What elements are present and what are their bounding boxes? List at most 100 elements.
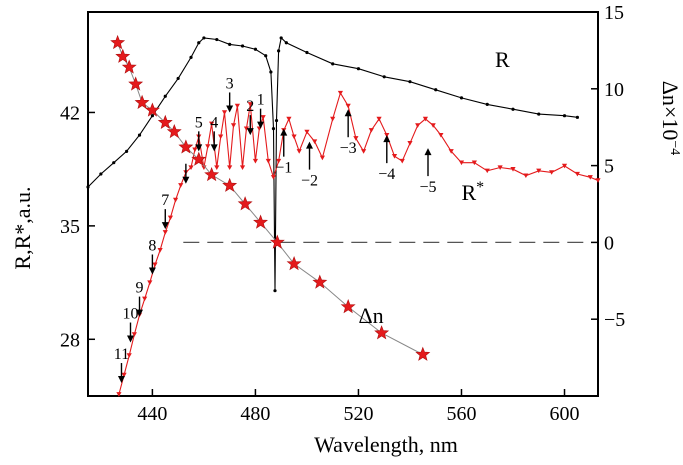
- annotation-label: −3: [340, 140, 357, 157]
- data-point: [115, 48, 131, 63]
- annotation-label: −1: [275, 160, 292, 177]
- data-point: [121, 59, 137, 74]
- plot-frame: [87, 11, 599, 397]
- data-point: [305, 50, 309, 55]
- data-point: [112, 161, 116, 165]
- annotation-label: 8: [148, 237, 156, 254]
- data-point: [167, 215, 174, 221]
- annotation-arrow-head: [306, 141, 314, 149]
- data-point: [197, 41, 201, 45]
- series-label-R: R: [495, 47, 510, 72]
- series-label-Δn: Δn: [358, 303, 383, 328]
- data-point: [271, 127, 276, 131]
- data-point: [205, 144, 211, 149]
- annotation-arrow-head: [280, 128, 288, 136]
- peak-annotation: 1: [257, 92, 265, 129]
- data-point: [549, 170, 555, 175]
- data-point: [128, 76, 144, 91]
- data-point: [116, 392, 122, 397]
- annotation-label: 4: [210, 114, 218, 131]
- y-left-tick-label: 42: [60, 102, 80, 124]
- data-point: [430, 123, 436, 128]
- annotation-label: −5: [419, 179, 436, 196]
- annotation-label: 3: [226, 75, 234, 92]
- data-point: [376, 116, 382, 122]
- peak-annotation: 3: [226, 75, 234, 113]
- data-point: [214, 165, 220, 170]
- y-right-tick-label: 5: [604, 156, 614, 178]
- data-point: [391, 154, 398, 159]
- peak-annotation: 4: [210, 114, 218, 152]
- annotation-label: 7: [161, 192, 169, 209]
- data-point: [269, 70, 273, 74]
- x-tick-label: 440: [137, 403, 167, 425]
- data-point: [575, 115, 579, 119]
- data-point: [152, 262, 158, 268]
- annotation-label: 11: [114, 346, 129, 363]
- peak-annotation: −3: [340, 109, 357, 157]
- annotation-label: 10: [123, 306, 139, 323]
- annotation-arrow-head: [344, 109, 352, 117]
- data-point: [270, 175, 277, 180]
- data-point: [237, 196, 253, 211]
- y-right-tick-label: 10: [604, 79, 624, 101]
- plot-border: [87, 11, 599, 397]
- x-tick-label: 480: [240, 403, 270, 425]
- data-point: [86, 185, 90, 189]
- data-point: [157, 247, 163, 253]
- data-point: [484, 168, 490, 174]
- y-left-tick-label: 28: [60, 329, 80, 351]
- peak-annotation: [182, 163, 190, 184]
- data-point: [331, 62, 335, 66]
- data-point: [126, 353, 132, 358]
- data-point: [304, 129, 310, 135]
- annotation-arrow-head: [127, 335, 134, 343]
- data-point: [273, 289, 277, 293]
- x-tick-label: 600: [550, 403, 580, 425]
- data-point: [188, 165, 194, 170]
- data-point: [291, 134, 297, 140]
- data-point: [361, 149, 367, 154]
- series-label-superscript: *: [476, 179, 484, 196]
- annotation-arrow-head: [424, 148, 432, 156]
- data-point: [142, 296, 148, 302]
- data-point: [458, 160, 465, 166]
- annotation-layer: 11 10 9 8 7 5 4 32 1 −1 −2 −3 −4 −5: [114, 75, 437, 384]
- peak-annotation: 5: [195, 114, 203, 152]
- data-point: [260, 115, 266, 120]
- peak-annotation: 2: [246, 98, 254, 136]
- data-point: [166, 123, 182, 139]
- data-point: [537, 112, 541, 116]
- data-point: [215, 37, 219, 42]
- data-point: [239, 165, 246, 170]
- data-point: [218, 134, 224, 140]
- data-point: [312, 139, 318, 145]
- data-point: [319, 155, 325, 161]
- data-point: [407, 141, 413, 146]
- data-point: [147, 280, 153, 285]
- data-point: [163, 94, 167, 98]
- data-point: [459, 96, 464, 100]
- annotation-arrow-head: [136, 309, 144, 317]
- data-point: [562, 114, 567, 118]
- data-point: [125, 149, 129, 153]
- peak-annotation: 11: [114, 346, 129, 384]
- annotation-label: 5: [195, 114, 203, 131]
- data-point: [438, 132, 444, 138]
- data-point: [286, 256, 302, 271]
- data-point: [340, 299, 356, 314]
- annotation-arrow-head: [226, 105, 234, 113]
- series-line: [118, 91, 599, 395]
- data-point: [434, 88, 438, 92]
- y-axis-right-title-main: Δn×10: [658, 81, 683, 141]
- data-point: [330, 116, 336, 122]
- annotation-label: 9: [136, 280, 144, 297]
- peak-annotation: 9: [136, 280, 144, 317]
- data-point: [178, 139, 194, 154]
- annotation-arrow-head: [161, 222, 169, 230]
- data-point: [137, 133, 142, 137]
- data-point: [595, 178, 601, 183]
- data-point: [234, 103, 240, 109]
- peak-annotation: 8: [148, 237, 156, 275]
- annotation-arrow-head: [210, 144, 218, 152]
